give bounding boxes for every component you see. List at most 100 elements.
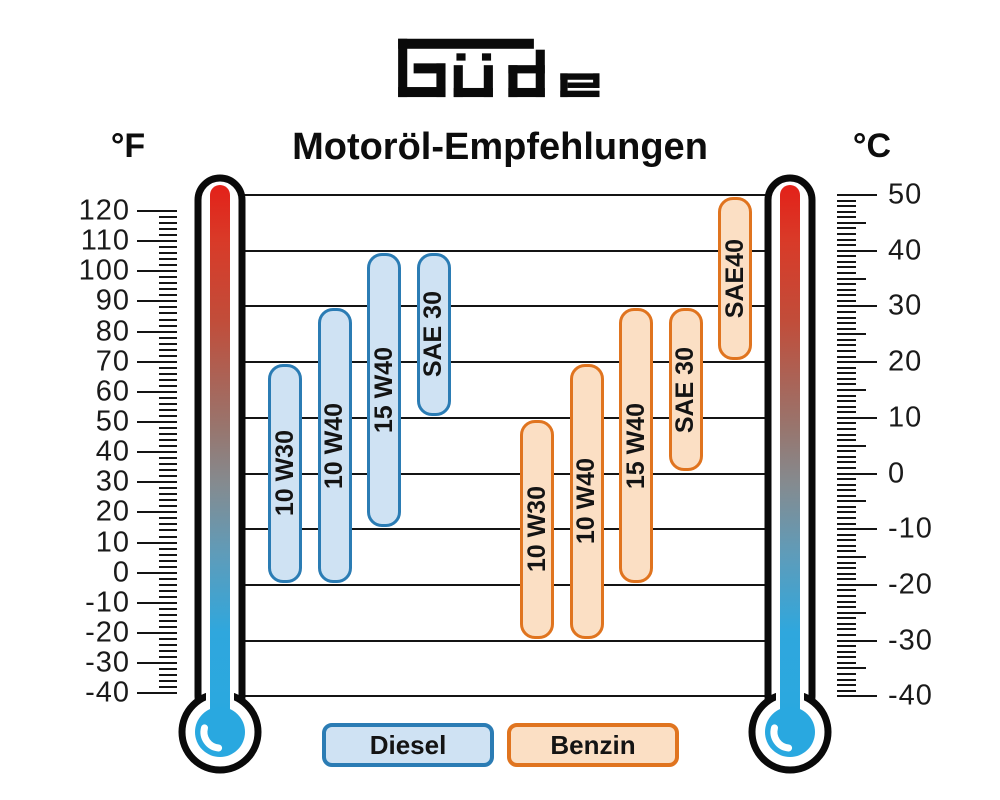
grid-line--30c (243, 639, 769, 642)
c-axis-label--40: -40 (888, 679, 933, 712)
c-minor-tick (837, 372, 856, 375)
f-minor-tick (159, 288, 177, 291)
c-minor-tick (837, 617, 856, 620)
f-minor-tick (159, 463, 177, 466)
f-minor-tick (159, 258, 177, 261)
c-medium-tick (837, 388, 866, 391)
f-axis-label-120: 120 (78, 194, 130, 227)
c-minor-tick (837, 544, 856, 547)
c-minor-tick (837, 411, 856, 414)
f-minor-tick (159, 366, 177, 369)
c-minor-tick (837, 650, 856, 653)
c-medium-tick (837, 444, 866, 447)
bar-diesel-10w30: 10 W30 (268, 364, 302, 583)
f-minor-tick (159, 276, 177, 279)
f-minor-tick (159, 427, 177, 429)
f-minor-tick (159, 613, 177, 616)
f-minor-tick (159, 577, 177, 580)
f-major-tick (137, 420, 177, 423)
c-minor-tick (837, 628, 856, 631)
c-minor-tick (837, 578, 856, 581)
c-minor-tick (837, 622, 856, 625)
c-minor-tick (837, 283, 856, 286)
f-minor-tick (159, 475, 177, 478)
f-minor-tick (159, 650, 177, 653)
bar-benzin-10w40: 10 W40 (569, 364, 604, 639)
f-axis-label-20: 20 (95, 495, 130, 528)
c-medium-tick (837, 277, 866, 280)
f-minor-tick (159, 342, 177, 345)
c-major-tick (837, 361, 877, 364)
c-major-tick (837, 639, 877, 642)
f-major-tick (137, 662, 177, 665)
f-major-tick (137, 360, 177, 363)
c-minor-tick (837, 567, 856, 570)
c-minor-tick (837, 322, 856, 325)
c-minor-tick (837, 288, 856, 291)
bar-label: 10 W40 (320, 402, 348, 489)
f-minor-tick (159, 234, 177, 237)
f-minor-tick (159, 402, 177, 405)
grid-line-10c (243, 416, 769, 419)
grid-line--20c (243, 583, 769, 586)
bar-label: SAE40 (720, 238, 749, 319)
f-minor-tick (159, 306, 177, 309)
c-minor-tick (837, 494, 856, 497)
f-minor-tick (159, 644, 177, 647)
c-axis-label-20: 20 (888, 345, 923, 378)
grid-line--40c (243, 695, 769, 698)
f-minor-tick (159, 372, 177, 375)
page-title: Motoröl-Empfehlungen (292, 126, 708, 168)
legend-diesel: Diesel (322, 723, 494, 767)
c-minor-tick (837, 294, 856, 297)
f-major-tick (137, 300, 177, 303)
f-minor-tick (159, 216, 177, 219)
c-major-tick (837, 249, 877, 252)
f-minor-tick (159, 414, 177, 417)
c-minor-tick (837, 377, 856, 380)
f-minor-tick (159, 523, 177, 526)
c-minor-tick (837, 227, 856, 230)
c-minor-tick (837, 461, 856, 464)
f-minor-tick (159, 246, 177, 249)
f-minor-tick (159, 252, 177, 255)
legend-diesel-label: Diesel (369, 729, 447, 760)
c-minor-tick (837, 260, 856, 263)
c-minor-tick (837, 199, 856, 202)
c-minor-tick (837, 550, 856, 553)
f-major-tick (137, 481, 177, 484)
f-minor-tick (159, 264, 177, 267)
f-minor-tick (159, 433, 177, 436)
f-minor-tick (159, 559, 177, 562)
f-minor-tick (159, 553, 177, 556)
bar-benzin-15w40: 15 W40 (619, 308, 653, 583)
c-minor-tick (837, 684, 856, 687)
c-minor-tick (837, 483, 856, 486)
f-minor-tick (159, 547, 177, 550)
c-minor-tick (837, 344, 856, 347)
f-major-tick (137, 601, 177, 604)
thermometer-bulb (765, 707, 815, 757)
c-minor-tick (837, 355, 856, 358)
bar-label: SAE 30 (419, 291, 447, 378)
f-major-tick (137, 240, 177, 243)
grid-line-0c (243, 472, 769, 475)
c-minor-tick (837, 689, 856, 692)
c-axis-label-10: 10 (888, 401, 923, 434)
bar-label: 10 W30 (522, 486, 551, 573)
c-minor-tick (837, 645, 856, 648)
c-minor-tick (837, 338, 856, 341)
c-major-tick (837, 695, 877, 698)
f-major-tick (137, 330, 177, 333)
f-minor-tick (159, 493, 177, 496)
c-medium-tick (837, 333, 866, 336)
f-minor-tick (159, 457, 177, 460)
c-medium-tick (837, 556, 866, 559)
c-minor-tick (837, 489, 856, 492)
c-minor-tick (837, 383, 856, 386)
c-minor-tick (837, 255, 856, 258)
c-minor-tick (837, 661, 856, 664)
f-minor-tick (159, 656, 177, 659)
c-minor-tick (837, 271, 856, 274)
f-minor-tick (159, 625, 177, 628)
